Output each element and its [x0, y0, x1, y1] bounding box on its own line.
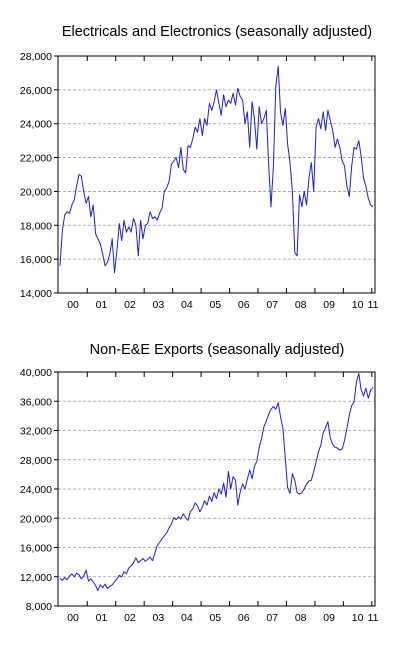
non-ee-y-tick-label: 16,000: [20, 543, 52, 555]
ee-x-tick-label: 06: [238, 299, 250, 311]
non-ee-series-line: [59, 373, 374, 592]
non-ee-x-tick-label: 09: [323, 612, 335, 624]
non-ee-y-tick-label: 36,000: [20, 396, 52, 408]
non-ee-x-tick-label: 03: [153, 612, 165, 624]
non-ee-y-tick-label: 8,000: [26, 601, 52, 613]
ee-y-tick-label: 16,000: [20, 254, 52, 266]
ee-chart-title: Electricals and Electronics (seasonally …: [62, 24, 372, 40]
non-ee-x-tick-label: 06: [238, 612, 250, 624]
ee-x-tick-label: 05: [209, 299, 221, 311]
non-ee-y-tick-label: 20,000: [20, 513, 52, 525]
ee-y-tick-label: 26,000: [20, 85, 52, 97]
non-ee-chart-title: Non-E&E Exports (seasonally adjusted): [90, 342, 345, 358]
ee-y-tick-label: 28,000: [20, 51, 52, 63]
non-ee-x-tick-label: 07: [266, 612, 278, 624]
ee-x-tick-label: 02: [124, 299, 136, 311]
ee-x-tick-label: 03: [153, 299, 165, 311]
non-ee-y-tick-label: 32,000: [20, 426, 52, 438]
ee-y-tick-label: 24,000: [20, 119, 52, 131]
ee-series-line: [59, 65, 374, 274]
non-ee-x-tick-label: 00: [67, 612, 79, 624]
non-ee-y-tick-label: 28,000: [20, 455, 52, 467]
non-ee-x-tick-label: 10: [352, 612, 364, 624]
ee-plot-frame: [57, 55, 376, 294]
ee-x-tick-label: 07: [266, 299, 278, 311]
non-ee-y-tick-label: 24,000: [20, 484, 52, 496]
ee-x-tick-label: 00: [67, 299, 79, 311]
ee-x-tick-label: 10: [352, 299, 364, 311]
ee-x-tick-label: 09: [323, 299, 335, 311]
non-ee-x-tick-label: 04: [181, 612, 193, 624]
ee-x-tick-label: 04: [181, 299, 193, 311]
non-ee-x-tick-label: 02: [124, 612, 136, 624]
ee-y-tick-label: 22,000: [20, 153, 52, 165]
non-ee-y-tick-label: 40,000: [20, 367, 52, 379]
ee-x-tick-label: 11: [368, 299, 379, 311]
ee-y-tick-label: 14,000: [20, 288, 52, 300]
non-ee-plot-frame: [57, 371, 376, 607]
ee-x-tick-label: 01: [96, 299, 108, 311]
non-ee-x-tick-label: 11: [368, 612, 379, 624]
non-ee-y-tick-label: 12,000: [20, 572, 52, 584]
non-ee-x-tick-label: 08: [295, 612, 307, 624]
ee-chart: Electricals and Electronics (seasonally …: [20, 24, 379, 311]
ee-y-tick-label: 20,000: [20, 186, 52, 198]
ee-y-tick-label: 18,000: [20, 220, 52, 232]
ee-x-tick-label: 08: [295, 299, 307, 311]
non-ee-x-tick-label: 01: [96, 612, 108, 624]
non-ee-x-tick-label: 05: [209, 612, 221, 624]
non-ee-chart: Non-E&E Exports (seasonally adjusted) 8,…: [20, 342, 379, 624]
